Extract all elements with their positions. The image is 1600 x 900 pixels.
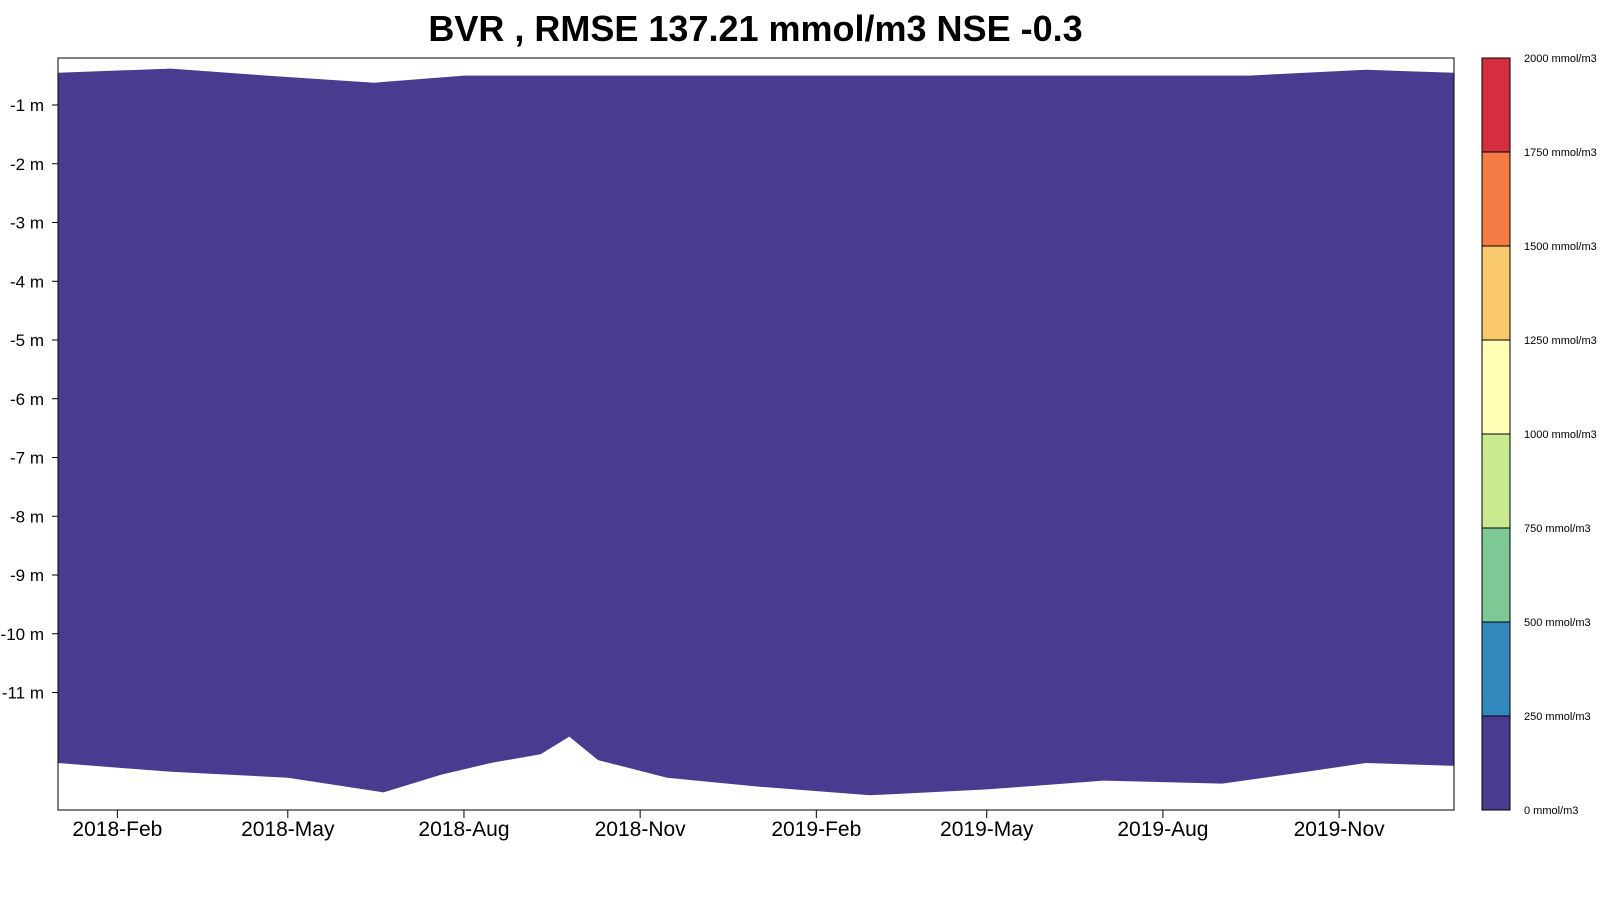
- x-tick-label: 2018-May: [241, 818, 335, 841]
- legend-color-bin: [1482, 434, 1510, 528]
- chart-title: BVR , RMSE 137.21 mmol/m3 NSE -0.3: [428, 8, 1083, 49]
- y-tick-label: -2 m: [10, 155, 44, 174]
- heatmap-fill-area: [58, 68, 1454, 796]
- legend-color-bin: [1482, 246, 1510, 340]
- x-tick-label: 2018-Feb: [72, 818, 162, 841]
- x-tick-label: 2019-May: [940, 818, 1034, 841]
- legend-tick-label: 500 mmol/m3: [1524, 617, 1591, 629]
- y-tick-label: -10 m: [1, 625, 44, 644]
- x-tick-label: 2019-Feb: [771, 818, 861, 841]
- legend-tick-label: 1250 mmol/m3: [1524, 335, 1597, 347]
- y-tick-label: -5 m: [10, 331, 44, 350]
- y-tick-label: -11 m: [2, 684, 44, 703]
- plot-border: [57, 57, 1455, 811]
- legend-tick-label: 1750 mmol/m3: [1524, 147, 1597, 159]
- legend-color-bin: [1482, 528, 1510, 622]
- legend-color-bin: [1482, 340, 1510, 434]
- y-tick-label: -6 m: [10, 390, 44, 409]
- legend-tick-label: 1000 mmol/m3: [1524, 429, 1597, 441]
- y-tick-label: -7 m: [10, 449, 44, 468]
- legend-color-bin: [1482, 58, 1510, 152]
- y-tick-label: -8 m: [10, 507, 44, 526]
- x-tick-label: 2018-Aug: [418, 818, 509, 841]
- legend-tick-label: 750 mmol/m3: [1524, 523, 1591, 535]
- y-tick-label: -1 m: [10, 96, 44, 115]
- legend-tick-label: 1500 mmol/m3: [1524, 241, 1597, 253]
- x-tick-label: 2019-Nov: [1294, 818, 1386, 841]
- x-tick-label: 2019-Aug: [1117, 818, 1208, 841]
- legend-tick-label: 0 mmol/m3: [1524, 805, 1578, 817]
- y-tick-label: -9 m: [10, 566, 44, 585]
- legend-color-bin: [1482, 716, 1510, 810]
- x-tick-label: 2018-Nov: [595, 818, 687, 841]
- legend-tick-label: 250 mmol/m3: [1524, 711, 1591, 723]
- legend-tick-label: 2000 mmol/m3: [1524, 53, 1597, 65]
- legend-color-bin: [1482, 622, 1510, 716]
- y-tick-label: -3 m: [10, 214, 44, 233]
- y-tick-label: -4 m: [10, 272, 44, 291]
- legend-color-bin: [1482, 152, 1510, 246]
